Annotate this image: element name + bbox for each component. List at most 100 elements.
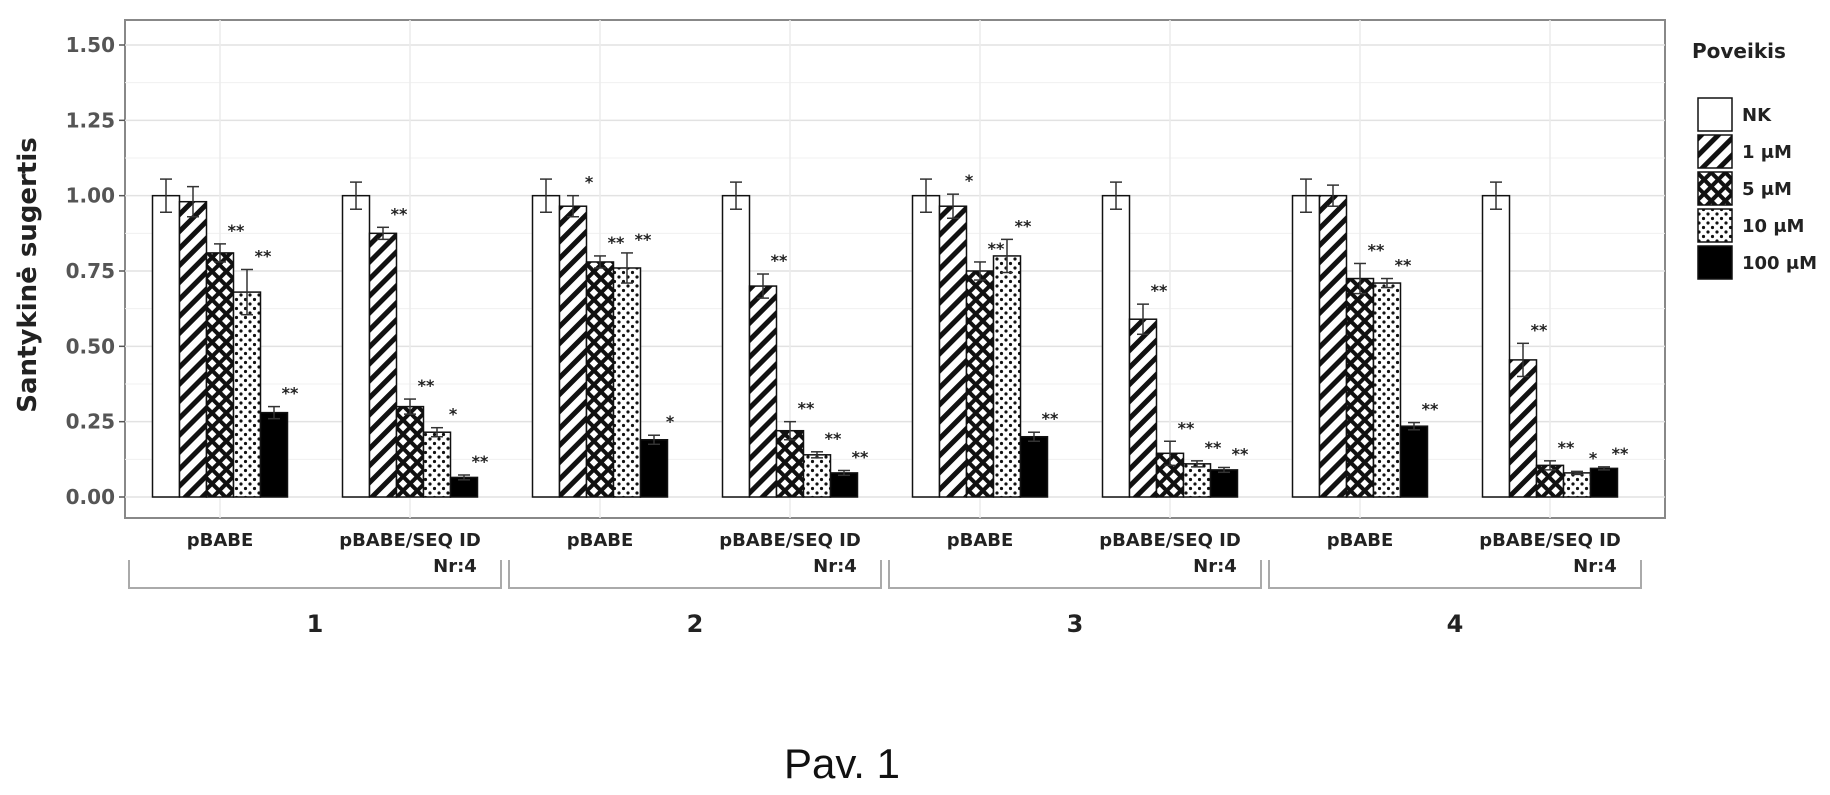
legend-swatch (1697, 245, 1733, 280)
bar-5-μM (585, 261, 615, 498)
bar-10-μM (232, 291, 262, 498)
panel-bracket (888, 560, 1262, 589)
bar-10-μM (422, 431, 452, 498)
significance-marker: * (1589, 448, 1598, 467)
significance-marker: ** (1612, 444, 1629, 463)
panel-bracket (1268, 560, 1642, 589)
figure-caption: Pav. 1 (784, 740, 900, 787)
bar-5-μM (965, 270, 995, 498)
bar-10-μM (1562, 472, 1592, 498)
bar-5-μM (395, 405, 425, 498)
significance-marker: ** (852, 447, 869, 466)
legend-label: 1 μM (1742, 142, 1792, 163)
bar-100-μM (259, 411, 289, 498)
significance-marker: ** (825, 429, 842, 448)
group-label: pBABE/SEQ ID (1479, 530, 1621, 551)
legend-swatch (1697, 134, 1733, 169)
bar-5-μM (1345, 277, 1375, 498)
bar-NK (151, 194, 181, 498)
group-label-line2: Nr:4 (433, 556, 477, 577)
significance-marker: ** (1178, 418, 1195, 437)
significance-marker: ** (418, 376, 435, 395)
group-label: pBABE (187, 530, 254, 551)
bar-100-μM (1399, 425, 1429, 498)
bar-5-μM (775, 429, 805, 498)
significance-marker: * (585, 173, 594, 192)
group-label: pBABE/SEQ ID (1099, 530, 1241, 551)
significance-marker: ** (228, 221, 245, 240)
legend-label: 10 μM (1742, 216, 1804, 237)
y-axis-ticks: 0.00 0.25 0.50 0.75 1.00 1.25 1.50 (66, 33, 125, 509)
bar-NK (721, 194, 751, 498)
significance-marker: ** (798, 399, 815, 418)
significance-marker: ** (1232, 444, 1249, 463)
significance-marker: ** (1042, 409, 1059, 428)
significance-marker: ** (635, 230, 652, 249)
significance-marker: ** (472, 452, 489, 471)
group-label: pBABE/SEQ ID (719, 530, 861, 551)
significance-marker: ** (1531, 320, 1548, 339)
y-tick-label: 0.50 (66, 334, 115, 358)
y-axis-label: Santykinė sugertis (13, 137, 43, 412)
bar-1-μM (1508, 359, 1538, 498)
bar-10-μM (802, 454, 832, 498)
legend-title: Poveikis (1692, 39, 1786, 63)
group-label-line2: Nr:4 (813, 556, 857, 577)
bar-1-μM (368, 232, 398, 498)
bars: **************** ************************… (151, 171, 1629, 498)
legend-swatch (1697, 208, 1733, 243)
group-label-line2: Nr:4 (1573, 556, 1617, 577)
panel-label: 3 (1067, 610, 1084, 638)
panel-bracket (128, 560, 502, 589)
legend-label: NK (1742, 105, 1772, 126)
significance-marker: ** (255, 246, 272, 265)
bar-10-μM (992, 255, 1022, 498)
significance-marker: * (449, 405, 458, 424)
bar-NK (341, 194, 371, 498)
bar-100-μM (829, 472, 859, 498)
bar-1-μM (748, 285, 778, 498)
significance-marker: * (666, 412, 675, 431)
y-tick-label: 1.00 (66, 184, 115, 208)
y-tick-label: 0.00 (66, 485, 115, 509)
bar-1-μM (1128, 318, 1158, 498)
bar-10-μM (1182, 463, 1212, 498)
group-label: pBABE (1327, 530, 1394, 551)
panel-label: 4 (1447, 610, 1464, 638)
significance-marker: ** (282, 384, 299, 403)
bar-NK (911, 194, 941, 498)
bar-10-μM (612, 267, 642, 498)
significance-marker: * (965, 171, 974, 190)
group-label: pBABE/SEQ ID (339, 530, 481, 551)
significance-marker: ** (608, 233, 625, 252)
x-axis-labels: pBABE pBABE/SEQ ID Nr:4 1 pBABE pBABE/SEQ ID N… (128, 530, 1642, 638)
bar-100-μM (639, 438, 669, 498)
bar-NK (1481, 194, 1511, 498)
significance-marker: ** (771, 251, 788, 270)
bar-100-μM (1019, 435, 1049, 498)
significance-marker: ** (1422, 400, 1439, 419)
bar-100-μM (1209, 469, 1239, 498)
legend: Poveikis NK 1 μM 5 μM 10 μM 100 μM (1692, 39, 1817, 280)
significance-marker: ** (1395, 256, 1412, 275)
bar-5-μM (205, 252, 235, 498)
group-label-line2: Nr:4 (1193, 556, 1237, 577)
panel-bracket (508, 560, 882, 589)
significance-marker: ** (1558, 438, 1575, 457)
bar-NK (1291, 194, 1321, 498)
panel-label: 1 (307, 610, 324, 638)
significance-marker: ** (1151, 281, 1168, 300)
legend-swatch (1697, 171, 1733, 206)
legend-label: 5 μM (1742, 179, 1792, 200)
y-tick-label: 1.25 (66, 108, 115, 132)
bar-NK (531, 194, 561, 498)
y-tick-label: 0.75 (66, 259, 115, 283)
bar-100-μM (1589, 467, 1619, 498)
significance-marker: ** (1015, 216, 1032, 235)
significance-marker: ** (391, 204, 408, 223)
significance-marker: ** (1368, 240, 1385, 259)
group-label: pBABE (567, 530, 634, 551)
y-tick-label: 1.50 (66, 33, 115, 57)
legend-swatch (1697, 97, 1733, 132)
bar-1-μM (1318, 194, 1348, 498)
